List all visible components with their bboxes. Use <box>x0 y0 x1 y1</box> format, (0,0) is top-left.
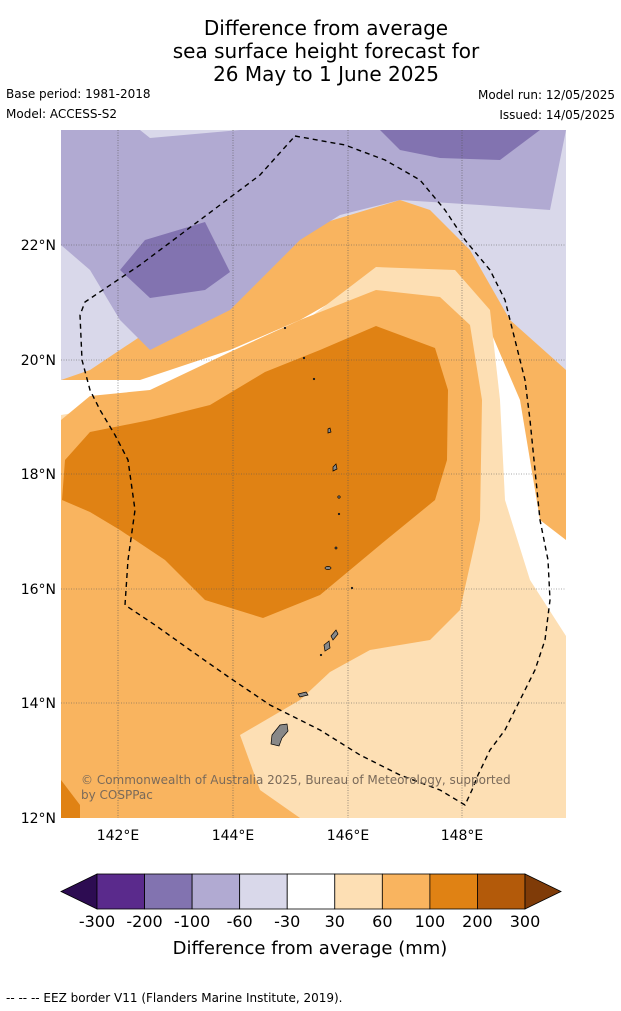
colorbar-tick-label: 100 <box>415 912 446 931</box>
colorbar-tick-label: -30 <box>274 912 300 931</box>
contour-fill-100-200-sw <box>61 780 80 818</box>
colorbar-tick-label: -100 <box>174 912 210 931</box>
island-maug <box>302 356 306 360</box>
colorbar-swatch <box>96 873 145 910</box>
colorbar-tick-label: -300 <box>79 912 115 931</box>
lat-tick-22N: 22°N <box>21 238 56 254</box>
colorbar-tick-label: 30 <box>325 912 345 931</box>
colorbar-title: Difference from average (mm) <box>173 938 448 959</box>
colorbar-swatch <box>239 873 288 910</box>
lon-tick-146E: 146°E <box>327 828 370 844</box>
colorbar-tick-label: -60 <box>227 912 253 931</box>
lon-tick-142E: 142°E <box>97 828 140 844</box>
model-label: Model: ACCESS-S2 <box>6 107 118 121</box>
lat-tick-12N: 12°N <box>21 811 56 827</box>
island-rota <box>297 691 309 698</box>
copyright-line-1: © Commonwealth of Australia 2025, Bureau… <box>81 773 511 787</box>
colorbar-swatch <box>191 873 241 910</box>
contour-fill-neg30-neg60-north <box>61 130 240 138</box>
title-line-2: sea surface height forecast for <box>172 39 480 63</box>
colorbar-swatch <box>429 873 478 910</box>
model-run-label: Model run: 12/05/2025 <box>477 88 615 102</box>
copyright-line-2: by COSPPac <box>81 788 153 802</box>
lat-tick-18N: 18°N <box>21 467 56 483</box>
colorbar-swatch <box>381 873 431 910</box>
island-alamagan <box>337 495 341 499</box>
lon-tick-144E: 144°E <box>212 828 255 844</box>
colorbar-tick-label: 60 <box>372 912 392 931</box>
colorbar-tick-label: 300 <box>510 912 541 931</box>
island-saipan <box>330 629 339 641</box>
island-sarigan <box>334 546 338 550</box>
island-guam <box>270 723 289 747</box>
island-agrihan <box>327 427 332 434</box>
lat-tick-14N: 14°N <box>21 696 56 712</box>
base-period-label: Base period: 1981-2018 <box>6 87 151 101</box>
title-line-1: Difference from average <box>203 16 449 40</box>
island-aguijan <box>319 653 323 657</box>
island-tinian <box>323 640 331 652</box>
gridlines <box>61 130 566 818</box>
colorbar-swatch <box>144 873 193 910</box>
contour-fill-neg60-neg100 <box>61 130 566 350</box>
contour-fill-neg100-neg200-north <box>380 130 540 160</box>
title-line-3: 26 May to 1 June 2025 <box>213 62 439 86</box>
contour-fill-100-200 <box>62 326 448 618</box>
longitude-ticks: 142°E 144°E 146°E 148°E <box>97 828 484 844</box>
island-guguan <box>337 512 341 516</box>
lat-tick-20N: 20°N <box>21 353 56 369</box>
colorbar-extend-low <box>60 873 98 910</box>
colorbar-extend-high <box>524 873 562 910</box>
island-pagan <box>332 463 338 472</box>
eez-legend-note: -- -- -- EEZ border V11 (Flanders Marine… <box>6 991 343 1005</box>
lon-tick-148E: 148°E <box>441 828 484 844</box>
colorbar-swatch <box>334 873 383 910</box>
eez-border <box>79 135 551 806</box>
colorbar-swatch <box>286 873 336 910</box>
island-farallon-de-medinilla <box>350 586 354 590</box>
island-asuncion <box>312 377 316 381</box>
contour-fill-neg100-neg200-west <box>120 222 230 298</box>
issued-label: Issued: 14/05/2025 <box>499 108 615 122</box>
islands <box>270 326 354 747</box>
island-farallon-de-pajaros <box>283 326 287 330</box>
latitude-ticks: 22°N 20°N 18°N 16°N 14°N 12°N <box>21 238 56 827</box>
colorbar-tick-label: -200 <box>126 912 162 931</box>
island-anatahan <box>324 566 332 570</box>
colorbar: -300 -200 -100 -60 -30 30 60 100 200 300 <box>60 873 562 931</box>
lat-tick-16N: 16°N <box>21 582 56 598</box>
colorbar-tick-label: 200 <box>462 912 493 931</box>
map-panel: © Commonwealth of Australia 2025, Bureau… <box>61 130 566 818</box>
colorbar-swatch <box>477 873 526 910</box>
